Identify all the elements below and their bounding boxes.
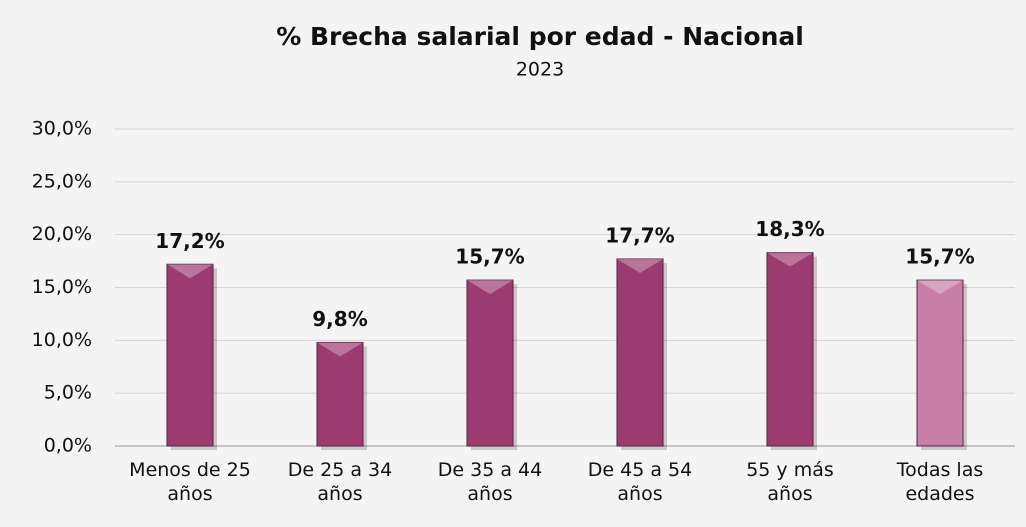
bar [166, 263, 214, 447]
y-tick-label: 30,0% [32, 118, 92, 140]
bar [766, 252, 814, 447]
x-tick-label: Todas las edades [896, 459, 984, 505]
bar-bevel [617, 258, 663, 273]
bar-bevel [317, 342, 363, 357]
data-label: 15,7% [905, 245, 974, 269]
data-label: 15,7% [455, 245, 524, 269]
bar-bevel [767, 252, 813, 267]
y-tick-label: 5,0% [44, 382, 92, 404]
bar [316, 341, 364, 447]
bar-bevel [917, 280, 963, 295]
x-tick-label: Menos de 25 años [129, 459, 251, 505]
y-tick-label: 0,0% [44, 435, 92, 457]
chart-subtitle: 2023 [516, 59, 564, 81]
y-tick-label: 15,0% [32, 276, 92, 298]
chart-title: % Brecha salarial por edad - Nacional [276, 22, 804, 51]
bar-bevel [467, 280, 513, 295]
data-label: 18,3% [755, 217, 824, 241]
x-tick-label: De 25 a 34 años [287, 459, 393, 505]
bar [616, 258, 664, 447]
data-label: 17,7% [605, 223, 674, 247]
data-label: 9,8% [312, 307, 367, 331]
x-tick-label: De 35 a 44 años [437, 459, 543, 505]
x-tick-label: 55 y más años [746, 459, 834, 505]
bar [916, 279, 964, 447]
x-tick-label: De 45 a 54 años [587, 459, 693, 505]
y-tick-label: 25,0% [32, 170, 92, 192]
y-tick-label: 20,0% [32, 223, 92, 245]
bar [466, 279, 514, 447]
y-tick-label: 10,0% [32, 329, 92, 351]
bar-bevel [167, 264, 213, 279]
data-label: 17,2% [155, 229, 224, 253]
